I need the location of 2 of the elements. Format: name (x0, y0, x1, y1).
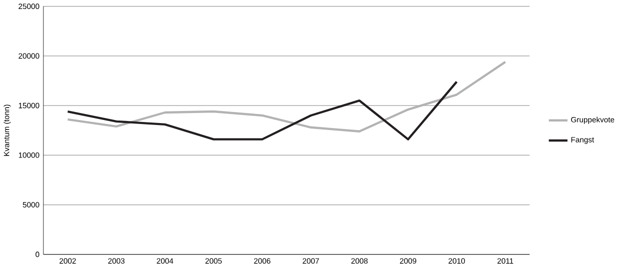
line-series (66, 80, 458, 140)
line-series (66, 60, 506, 132)
